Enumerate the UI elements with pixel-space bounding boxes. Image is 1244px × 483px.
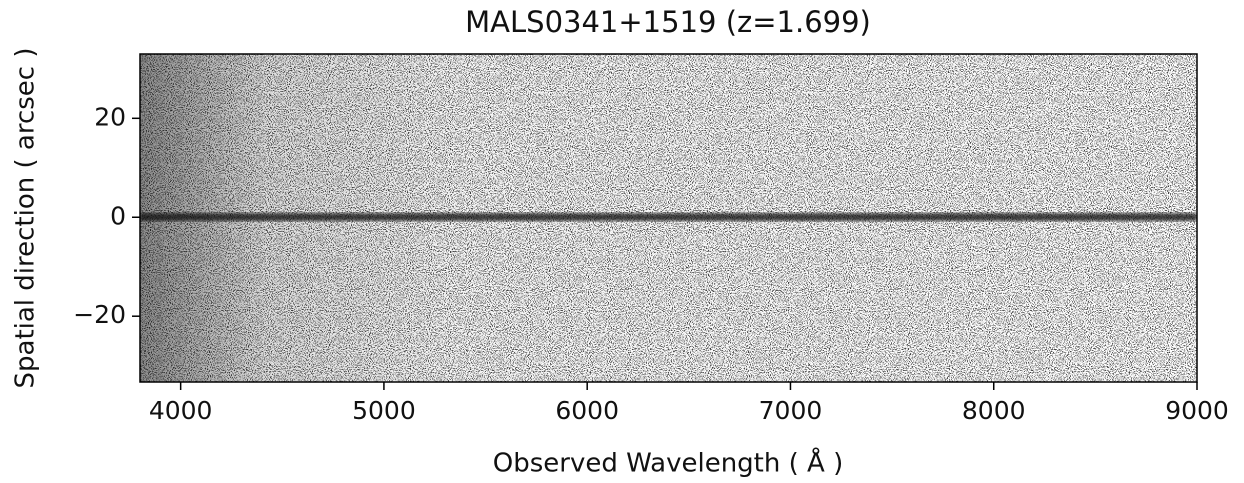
x-tick-label: 9000 <box>1165 396 1229 425</box>
chart-title: MALS0341+1519 (z=1.699) <box>465 5 871 39</box>
x-tick-label: 6000 <box>555 396 619 425</box>
x-axis-label: Observed Wavelength ( Å ) <box>493 447 843 479</box>
x-tick-label: 5000 <box>352 396 416 425</box>
x-tick-label: 4000 <box>149 396 213 425</box>
y-tick-label: 0 <box>110 201 126 230</box>
x-tick-label: 8000 <box>962 396 1026 425</box>
y-tick-label: −20 <box>73 300 126 329</box>
spectrum-image <box>140 54 1197 382</box>
x-tick-label: 7000 <box>759 396 823 425</box>
y-tick-label: 20 <box>94 102 126 131</box>
axes: 4000 5000 6000 7000 8000 9000 −20 0 20 <box>73 102 1229 425</box>
y-axis-label: Spatial direction ( arcsec ) <box>11 48 41 389</box>
